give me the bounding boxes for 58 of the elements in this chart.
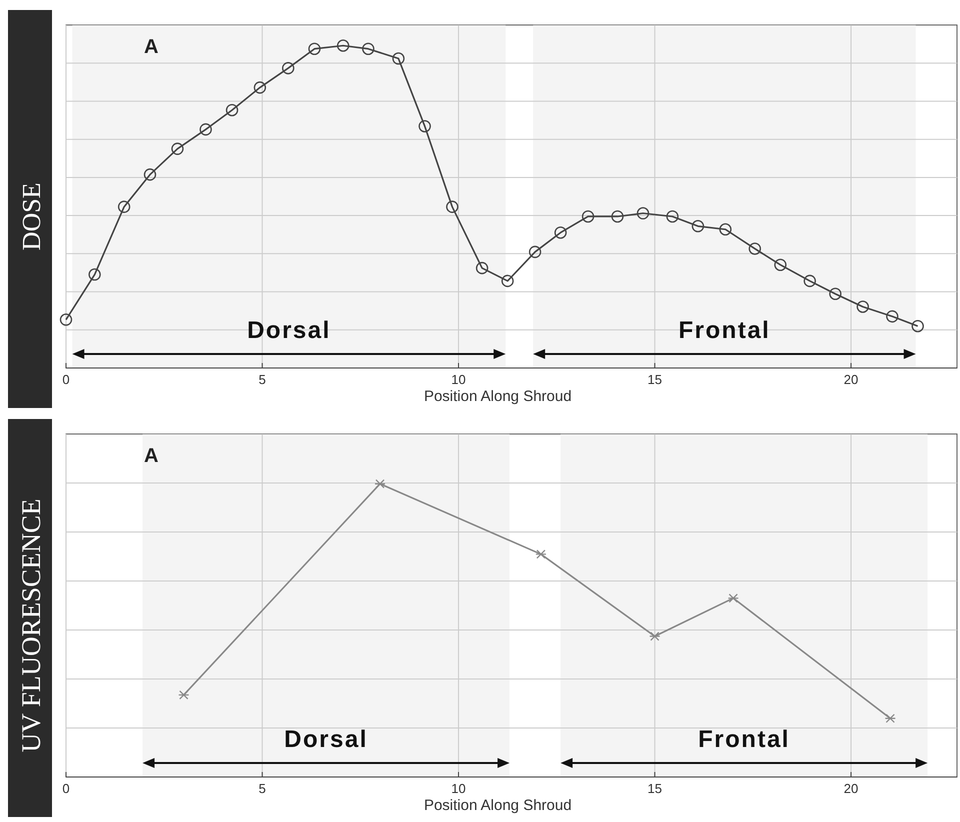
x-tick-label: 15 xyxy=(648,781,662,796)
point xyxy=(886,310,898,323)
point xyxy=(728,594,739,603)
point xyxy=(374,479,386,488)
y-axis-title: UV FLUORESCENCE xyxy=(16,498,46,752)
point xyxy=(418,120,431,132)
point xyxy=(476,262,488,274)
x-tick-label: 0 xyxy=(62,372,70,387)
annotation: A xyxy=(144,36,158,58)
point xyxy=(501,274,514,288)
point xyxy=(60,313,72,326)
x-tick-label: 5 xyxy=(258,781,266,796)
point xyxy=(254,81,266,94)
point xyxy=(144,168,156,181)
point xyxy=(446,200,458,213)
point xyxy=(535,550,547,559)
point xyxy=(719,223,732,236)
text: A xyxy=(144,445,158,467)
x-tick-label: 15 xyxy=(648,372,662,387)
band-label: Dorsal xyxy=(284,726,368,753)
point xyxy=(392,52,405,65)
point xyxy=(88,268,101,281)
x-tick-label: 5 xyxy=(258,372,266,387)
x-axis-title: Position Along Shroud xyxy=(424,388,572,405)
point xyxy=(362,42,374,56)
point xyxy=(692,220,704,232)
point xyxy=(774,258,787,271)
band-label: Frontal xyxy=(678,317,770,344)
point xyxy=(554,226,567,239)
y-axis-title: DOSE xyxy=(17,182,46,250)
point xyxy=(666,210,679,223)
point xyxy=(178,690,190,700)
point xyxy=(528,246,542,258)
point xyxy=(118,200,130,213)
point xyxy=(636,207,650,220)
point xyxy=(748,242,762,255)
point xyxy=(649,632,660,641)
x-tick-label: 0 xyxy=(62,781,70,796)
point xyxy=(804,274,816,288)
point xyxy=(226,104,238,116)
point xyxy=(336,39,350,52)
x-tick-label: 10 xyxy=(451,372,466,387)
x-tick-label: 10 xyxy=(451,781,466,796)
point xyxy=(582,210,594,223)
point xyxy=(611,210,624,223)
point xyxy=(308,42,321,56)
point xyxy=(829,288,842,300)
point xyxy=(282,62,294,74)
point xyxy=(171,142,184,155)
point xyxy=(912,320,924,332)
x-axis-title: Position Along Shroud xyxy=(424,797,572,814)
band-label: Dorsal xyxy=(247,317,331,344)
point xyxy=(884,714,896,723)
x-tick-label: 20 xyxy=(844,372,858,387)
x-tick-label: 20 xyxy=(844,781,858,796)
point xyxy=(856,300,869,313)
point xyxy=(200,123,212,136)
band-label: Frontal xyxy=(698,726,790,753)
